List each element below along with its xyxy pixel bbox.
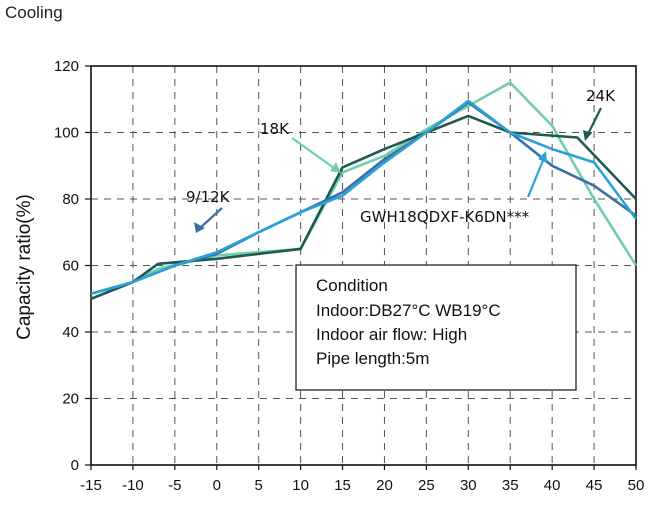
x-tick-label: 5: [255, 477, 263, 494]
arrow-18k: [291, 137, 335, 169]
x-tick-label: 50: [628, 477, 645, 494]
y-tick-label: 80: [62, 191, 79, 208]
series-line-gwh18qdxf-k6dn: [90, 99, 638, 296]
series-annotations: 9/12K 18K 24K GWH18QDXF-K6DN***: [186, 87, 616, 233]
condition-title: Condition: [316, 276, 388, 295]
annotation-model: GWH18QDXF-K6DN***: [360, 208, 530, 226]
arrowhead-model: [538, 151, 547, 163]
x-tick-label: 45: [586, 477, 603, 494]
series-line-18k: [90, 81, 638, 301]
condition-indoor-temp: Indoor:DB27°C WB19°C: [316, 301, 501, 320]
arrowhead-9-12k: [194, 222, 205, 233]
x-tick-label: -15: [80, 477, 102, 494]
arrow-model: [526, 157, 546, 198]
x-tick-label: 40: [544, 477, 561, 494]
y-tick-label: 20: [62, 391, 79, 408]
y-axis-label: Capacity ratio(%): [14, 194, 35, 340]
arrow-24k: [587, 107, 602, 135]
y-tick-label: 100: [54, 125, 79, 142]
condition-pipe-length: Pipe length:5m: [316, 349, 429, 368]
y-tick-label: 60: [62, 258, 79, 275]
x-tick-label: 30: [460, 477, 477, 494]
y-tick-label: 0: [71, 457, 79, 474]
x-tick-label: -10: [122, 477, 144, 494]
x-tick-label: 10: [292, 477, 309, 494]
annotation-24k: 24K: [586, 87, 616, 105]
y-tick-label: 120: [54, 58, 79, 75]
annotation-9-12k: 9/12K: [186, 188, 231, 206]
arrow-9-12k: [199, 207, 223, 229]
arrowhead-18k: [330, 162, 341, 173]
y-tick-labels: 0 20 40 60 80 100 120: [54, 58, 91, 474]
y-tick-label: 40: [62, 324, 79, 341]
x-tick-label: -5: [168, 477, 181, 494]
arrowhead-24k: [583, 130, 592, 141]
page-title: Cooling: [5, 3, 63, 22]
condition-air-flow: Indoor air flow: High: [316, 325, 467, 344]
x-tick-label: 20: [376, 477, 393, 494]
x-tick-label: 15: [334, 477, 351, 494]
condition-box: Condition Indoor:DB27°C WB19°C Indoor ai…: [295, 264, 577, 391]
x-tick-label: 35: [502, 477, 519, 494]
x-tick-labels: -15 -10 -5 0 5 10 15 20 25 30 35 40 45 50: [80, 465, 644, 494]
series-line-24k: [90, 114, 637, 301]
x-tick-label: 25: [418, 477, 435, 494]
annotation-18k: 18K: [260, 120, 290, 138]
x-tick-label: 0: [213, 477, 221, 494]
condition-box-frame: [295, 264, 577, 391]
